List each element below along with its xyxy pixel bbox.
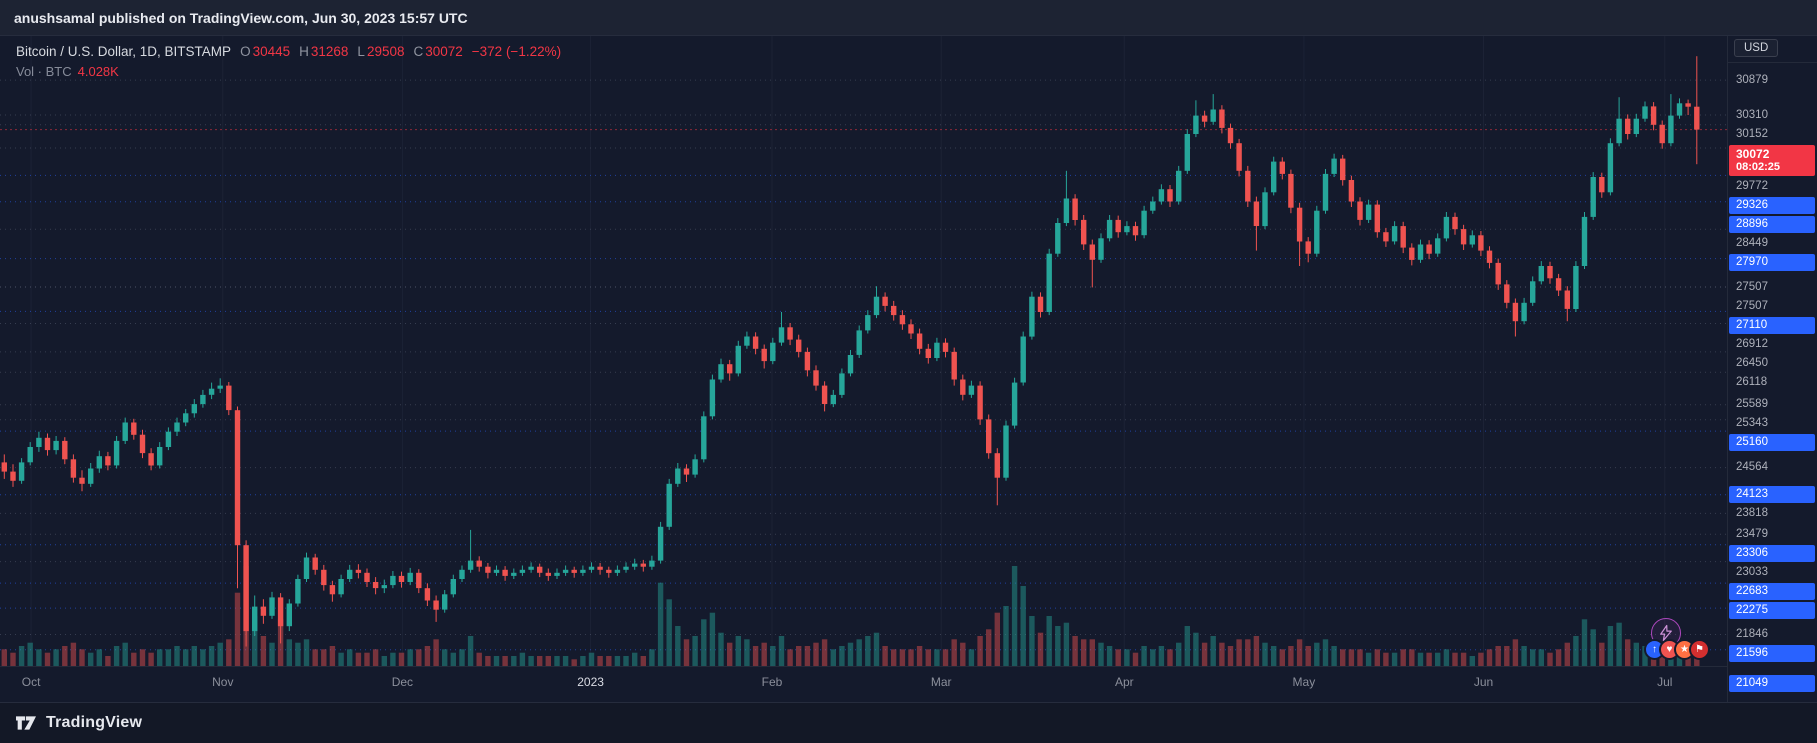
price-alert-label: 28896: [1729, 215, 1815, 233]
volume-label: Vol · BTC: [16, 64, 72, 79]
ohlc-value: 30072: [425, 44, 463, 59]
time-axis-label: Jul: [1657, 675, 1673, 689]
price-alert-label: 24123: [1729, 486, 1815, 504]
tradingview-logo-icon: [16, 716, 36, 730]
price-alert-label: 21049: [1729, 674, 1815, 692]
price-level-label: 29772: [1736, 179, 1768, 192]
price-level-label: 23479: [1736, 527, 1768, 540]
ohlc-key: O: [240, 44, 251, 59]
tradingview-brand-text: TradingView: [46, 714, 143, 731]
currency-usd-button[interactable]: USD: [1734, 39, 1779, 57]
price-level-label: 21846: [1736, 628, 1768, 640]
change-value: −372 (−1.22%): [471, 44, 562, 59]
time-axis-label: Jun: [1473, 675, 1494, 689]
ohlc-values: O 30445 H 31268 L 29508 C 30072: [231, 44, 463, 59]
price-alert-label: 23306: [1729, 544, 1815, 562]
time-axis-label: Feb: [761, 675, 783, 689]
price-axis-header: USD: [1728, 36, 1817, 63]
ohlc-key: H: [299, 44, 309, 59]
price-level-label: 26450: [1736, 356, 1768, 369]
price-level-lines: [0, 79, 1727, 651]
price-level-label: 25343: [1736, 417, 1768, 430]
ohlc-value: 29508: [366, 44, 405, 59]
price-alert-label: 22683: [1729, 582, 1815, 600]
candlestick-canvas[interactable]: [0, 36, 1727, 666]
price-level-label: 26118: [1736, 375, 1768, 388]
time-axis[interactable]: Oct Nov Dec 2023 Feb Mar Apr May Jun Jul: [0, 666, 1727, 702]
ohlc-key: L: [357, 44, 365, 59]
footer-bar: TradingView: [0, 702, 1817, 743]
attribution-text: anushsamal published on TradingView.com,…: [14, 10, 468, 26]
time-axis-label: Dec: [391, 675, 414, 689]
symbol-legend: Bitcoin / U.S. Dollar, 1D, BITSTAMP O 3044…: [16, 44, 561, 79]
price-level-label: 28449: [1736, 236, 1768, 249]
price-level-label: 30879: [1736, 73, 1768, 86]
price-level-label: 24564: [1736, 461, 1768, 474]
time-axis-label: May: [1292, 675, 1316, 689]
attribution-bar: anushsamal published on TradingView.com,…: [0, 0, 1817, 36]
price-alert-label: 25160: [1729, 434, 1815, 452]
price-level-label: 26912: [1736, 337, 1768, 350]
time-axis-label: Apr: [1114, 675, 1134, 689]
bar-countdown-timer: 08:02:25: [1736, 160, 1781, 173]
ohlc-value: 31268: [310, 44, 349, 59]
current-price-value: 30072: [1736, 146, 1770, 161]
time-axis-label: 2023: [577, 675, 604, 689]
ohlc-value: 30445: [252, 44, 291, 59]
price-alert-label: 21596: [1729, 645, 1815, 662]
time-axis-label: Oct: [21, 675, 41, 689]
price-alert-label: 29326: [1729, 196, 1815, 214]
candles: [1, 56, 1700, 647]
reaction-bubble[interactable]: ⚑: [1689, 639, 1710, 660]
price-level-label: 25589: [1736, 398, 1768, 411]
ohlc-key: C: [413, 44, 424, 59]
price-alert-label: 27110: [1729, 316, 1815, 334]
price-level-label: 30152: [1736, 127, 1768, 140]
current-price-tag: 30072 08:02:25: [1729, 144, 1815, 176]
price-level-label: 23818: [1736, 507, 1768, 520]
price-level-label: 23033: [1736, 565, 1768, 578]
price-alert-label: 22275: [1729, 601, 1815, 619]
time-axis-label: Nov: [212, 675, 234, 689]
reaction-emojis[interactable]: ↑ ♥ ★ ⚑: [1644, 639, 1710, 660]
month-gridlines: [30, 36, 1666, 666]
price-axis[interactable]: USD 30879 30310 30152 30072 08:02:25 29772 293…: [1727, 36, 1817, 702]
price-level-label: 30310: [1736, 108, 1768, 121]
price-level-label: 27507: [1736, 299, 1768, 312]
volume-value: 4.028K: [77, 64, 119, 79]
price-level-label: 27507: [1736, 280, 1768, 293]
time-axis-label: Mar: [930, 675, 952, 689]
tradingview-logo[interactable]: TradingView: [13, 713, 142, 733]
price-alert-label: 27970: [1729, 253, 1815, 271]
symbol-title[interactable]: Bitcoin / U.S. Dollar, 1D, BITSTAMP: [16, 44, 232, 59]
chart-plot-area[interactable]: Bitcoin / U.S. Dollar, 1D, BITSTAMP O 3044…: [0, 36, 1727, 702]
